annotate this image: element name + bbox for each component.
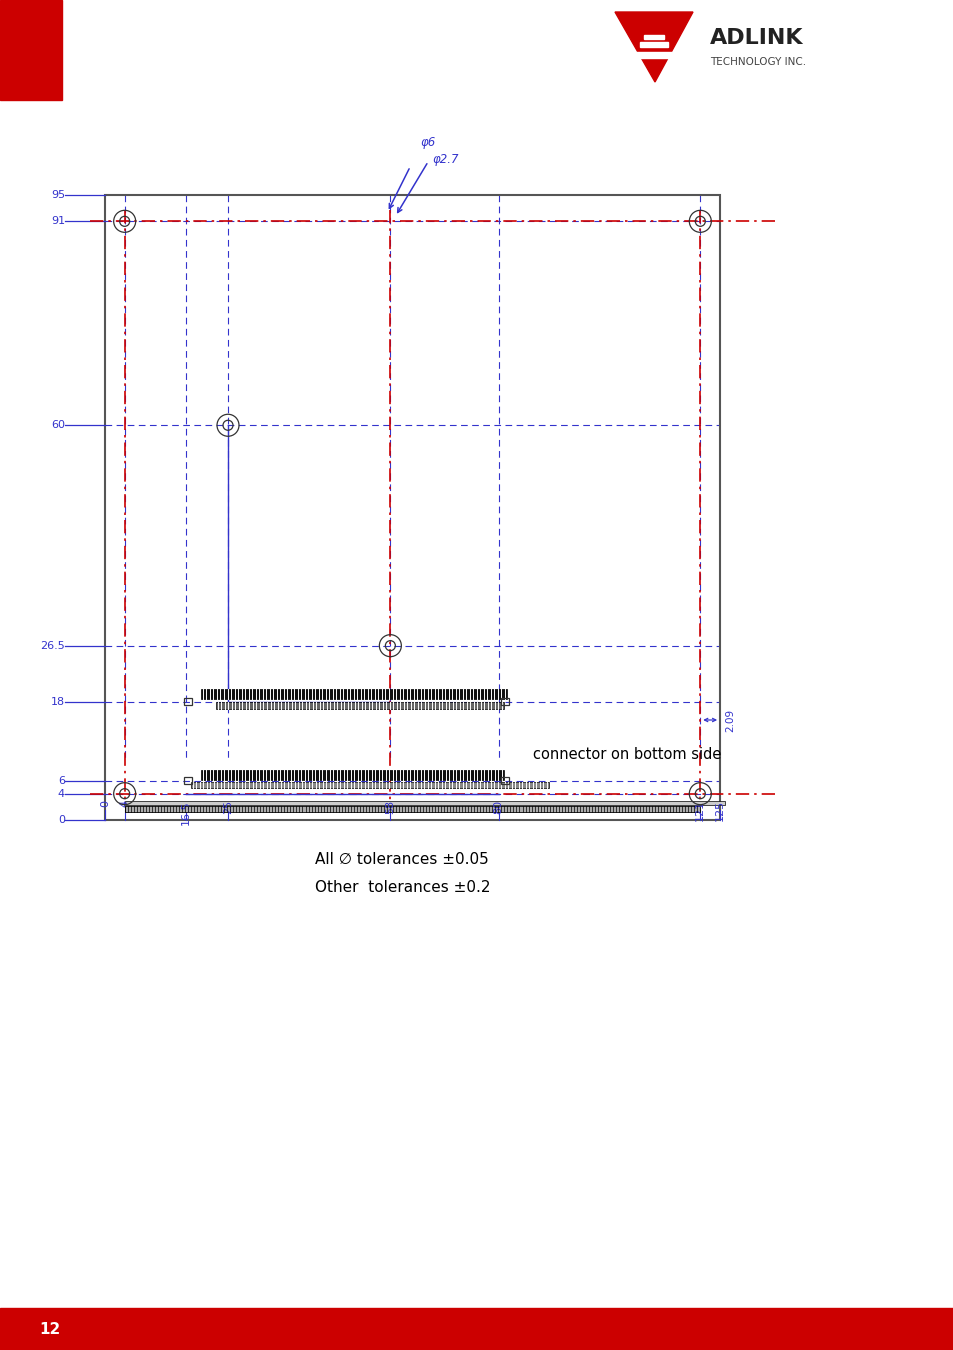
Text: 0: 0 [100,801,110,807]
Text: 0: 0 [58,815,65,825]
Bar [201,688,506,698]
Text: 25: 25 [223,801,233,814]
Text: 60: 60 [51,420,65,431]
Bar [105,194,720,819]
Text: 4: 4 [58,788,65,799]
Text: Other  tolerances ±0.2: Other tolerances ±0.2 [314,880,490,895]
Text: 18: 18 [51,697,65,706]
Text: All ∅ tolerances ±0.05: All ∅ tolerances ±0.05 [314,852,488,868]
Bar [191,782,548,787]
Text: 16.5: 16.5 [181,801,191,825]
Text: 58: 58 [385,801,395,814]
Bar [500,698,508,705]
Bar [639,42,667,47]
Text: 26.5: 26.5 [40,641,65,651]
Bar [184,698,192,705]
Text: 4: 4 [119,801,130,807]
Text: ADLINK: ADLINK [709,28,802,49]
Text: 125: 125 [714,801,724,821]
Text: 121: 121 [695,801,704,821]
Bar [125,806,700,811]
Text: connector on bottom side: connector on bottom side [533,747,720,761]
Bar [125,801,724,805]
Text: 80: 80 [493,801,503,814]
Text: 91: 91 [51,216,65,227]
Bar [216,702,503,709]
Text: TECHNOLOGY INC.: TECHNOLOGY INC. [709,57,805,68]
Bar [201,769,503,779]
Bar [0,1308,953,1350]
Text: 2.09: 2.09 [724,709,734,732]
Bar [0,0,62,100]
Text: 6: 6 [58,775,65,786]
Text: φ2.7: φ2.7 [432,154,458,166]
Text: 12: 12 [39,1322,61,1336]
Text: 95: 95 [51,190,65,200]
Text: φ6: φ6 [420,136,436,150]
Bar [184,778,192,784]
Bar [500,778,508,784]
Bar [643,35,663,39]
Bar [636,51,671,58]
Polygon shape [615,12,692,82]
